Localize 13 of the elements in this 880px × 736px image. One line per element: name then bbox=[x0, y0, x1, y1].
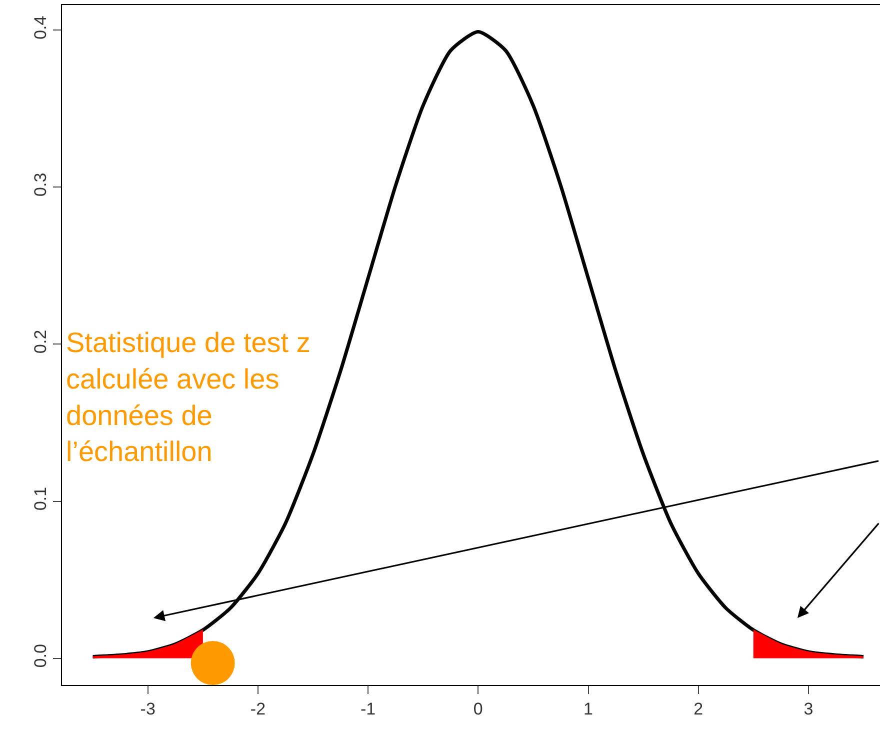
y-tick-label: 0.2 bbox=[31, 330, 50, 354]
annotation: Statistique de test z calculée avec les données de l’échantillon bbox=[66, 327, 310, 468]
x-tick-label: -2 bbox=[250, 699, 266, 718]
y-tick-label: 0.0 bbox=[31, 644, 50, 668]
x-tick-label: 1 bbox=[584, 699, 593, 718]
y-tick-label: 0.1 bbox=[31, 486, 50, 511]
x-tick-label: -1 bbox=[360, 699, 376, 718]
x-tick-label: -3 bbox=[140, 699, 156, 718]
x-tick-label: 2 bbox=[694, 699, 704, 718]
y-tick-label: 0.4 bbox=[31, 16, 50, 40]
x-tick-label: 0 bbox=[473, 699, 483, 718]
y-tick-label: 0.3 bbox=[31, 172, 50, 196]
x-tick-label: 3 bbox=[804, 699, 814, 718]
